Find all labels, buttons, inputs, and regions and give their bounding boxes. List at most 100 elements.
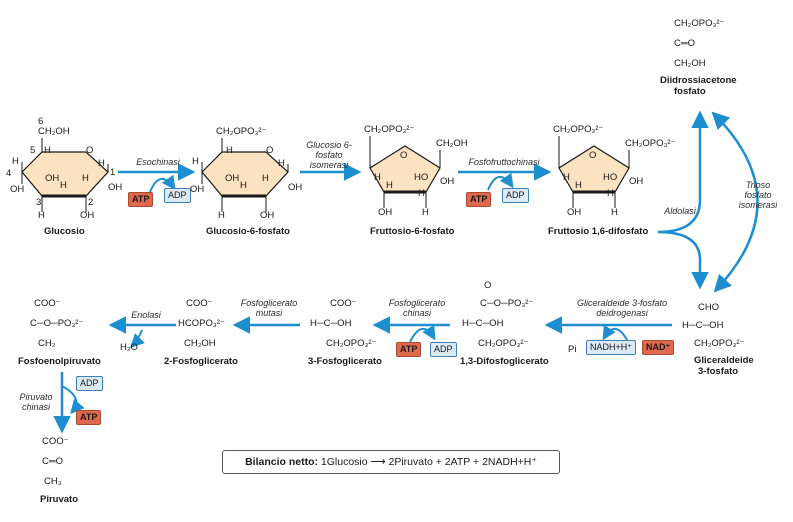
atp-badge: ATP	[128, 192, 154, 207]
glucose-oh2: OH	[80, 210, 95, 221]
pk-label: Piruvato chinasi	[19, 392, 53, 412]
g6p-name: Glucosio-6-fosfato	[206, 226, 290, 237]
gap-name-2: 3-fosfato	[698, 366, 739, 377]
carbon-3-label: 3	[36, 197, 42, 208]
nadh-badge: NADH+H⁺	[586, 340, 637, 355]
glucose-h3: H	[60, 180, 67, 191]
f16bp-oh-bottom: OH	[567, 207, 582, 218]
f6p-h-left: H	[374, 172, 381, 183]
f16bp-oh-right: OH	[629, 176, 644, 187]
pep-line3: CH₂	[38, 338, 56, 349]
pg2-line1: COO⁻	[186, 298, 213, 309]
pg2-name: 2-Fosfoglicerato	[164, 356, 238, 367]
gap-line1: CHO	[698, 302, 720, 313]
pi-label: Pi	[568, 344, 577, 355]
f6p-ring-o: O	[400, 150, 408, 161]
pg3-line3: CH₂OPO₃²⁻	[326, 338, 377, 349]
g6p-ch2opo3: CH₂OPO₃²⁻	[216, 126, 267, 137]
dhap-line3: CH₂OH	[674, 58, 706, 69]
gap-name-1: Gliceraldeide	[694, 355, 754, 366]
aldolase-label: Aldolasi	[664, 206, 696, 216]
pgk-label: Fosfoglicerato chinasi	[388, 298, 446, 318]
f6p-ch2opo3: CH₂OPO₃²⁻	[364, 124, 415, 135]
glucose-h5: H	[44, 145, 51, 156]
carbon-5-label: 5	[30, 145, 36, 156]
atp-badge-pgk: ATP	[396, 342, 422, 357]
f6p-ch2oh: CH₂OH	[436, 138, 468, 149]
glucose-oh1: OH	[108, 182, 123, 193]
carbon-2-label: 2	[88, 197, 94, 208]
bpg-line4: CH₂OPO₃²⁻	[478, 338, 529, 349]
glucose-ring-o: O	[86, 145, 94, 156]
glucose-h-right: H	[98, 158, 105, 169]
net-balance-box: Bilancio netto: 1Glucosio ⟶ 2Piruvato + …	[222, 450, 560, 474]
pg3-name: 3-Fosfoglicerato	[308, 356, 382, 367]
glucose-h-bottom: H	[38, 210, 45, 221]
g6p-h1: H	[262, 173, 269, 184]
g6p-oh4: OH	[190, 184, 205, 195]
pg3-line2: H─C─OH	[310, 318, 352, 329]
dhap-line2: C═O	[674, 38, 695, 49]
enolase-label: Enolasi	[131, 310, 161, 320]
adp-badge: ADP	[164, 188, 191, 203]
pyr-line1: COO⁻	[42, 436, 69, 447]
isomerase-label: Glucosio 6-fosfato isomerasi	[306, 140, 352, 170]
water-label: H₂O	[120, 342, 138, 353]
glucose-h4: H	[12, 156, 19, 167]
f16bp-h-bottom: H	[611, 207, 618, 218]
g6p-h5: H	[226, 145, 233, 156]
carbon-4-label: 4	[6, 168, 12, 179]
bpg-line2: C─O─PO₃²⁻	[480, 298, 534, 309]
f6p-ho: HO	[414, 172, 429, 183]
balance-label: Bilancio netto:	[245, 456, 318, 468]
f6p-oh-bottom: OH	[378, 207, 393, 218]
pep-name: Fosfoenolpiruvato	[18, 356, 101, 367]
g6p-h4: H	[192, 156, 199, 167]
substituent-bonds	[21, 136, 630, 212]
f6p-h-mid: H	[386, 180, 393, 191]
pyruvate-name: Piruvato	[40, 494, 79, 505]
carbon-6-label: 6	[38, 116, 44, 127]
hexokinase-label: Esochinasi	[136, 157, 180, 167]
f6p-h-bottom: H	[422, 207, 429, 218]
glucose-oh-up: OH	[45, 173, 60, 184]
f6p-oh-right: OH	[440, 176, 455, 187]
bpg-name: 1,3-Difosfoglicerato	[460, 356, 549, 367]
f16bp-name: Fruttosio 1,6-difosfato	[548, 226, 649, 237]
adp-badge-pfk: ADP	[502, 188, 529, 203]
f16bp-ch2opo3-right: CH₂OPO₃²⁻	[625, 138, 676, 149]
glucose-ch2oh: CH₂OH	[38, 126, 70, 137]
pyr-line2: C═O	[42, 456, 63, 467]
g6p-ring-o: O	[266, 145, 274, 156]
glucose-name: Glucosio	[44, 226, 85, 237]
f6p-h-right: H	[418, 188, 425, 199]
f16bp-h-right: H	[607, 188, 614, 199]
balance-equation: 1Glucosio ⟶ 2Piruvato + 2ATP + 2NADH+H⁺	[320, 456, 537, 468]
g6p-oh-up: OH	[225, 173, 240, 184]
gap-line2: H─C─OH	[682, 320, 724, 331]
pyr-line3: CH₃	[44, 476, 62, 487]
gapdh-label: Gliceraldeide 3-fosfato deidrogenasi	[576, 298, 668, 318]
dhap-line1: CH₂OPO₃²⁻	[674, 18, 725, 29]
dhap-name-1: Diidrossiacetone	[660, 75, 737, 86]
f16bp-h-left: H	[563, 172, 570, 183]
gap-line3: CH₂OPO₃²⁻	[694, 338, 745, 349]
pg2-line3: CH₂OH	[184, 338, 216, 349]
g6p-oh1: OH	[288, 182, 303, 193]
f16bp-ch2opo3-left: CH₂OPO₃²⁻	[553, 124, 604, 135]
adp-badge-pk: ADP	[76, 376, 103, 391]
bpg-line1: O	[484, 280, 492, 291]
f16bp-h-mid: H	[575, 180, 582, 191]
pep-line1: COO⁻	[34, 298, 61, 309]
adp-badge-pgk: ADP	[430, 342, 457, 357]
g6p-h3: H	[240, 180, 247, 191]
cofactor-arrows	[61, 172, 629, 415]
nad-badge: NAD⁺	[642, 340, 675, 355]
tpi-label: Trioso fosfato isomerasi	[738, 180, 778, 210]
bpg-line3: H─C─OH	[462, 318, 504, 329]
front-bonds	[42, 190, 615, 198]
atp-badge-pk: ATP	[76, 410, 102, 425]
pg3-line1: COO⁻	[330, 298, 357, 309]
